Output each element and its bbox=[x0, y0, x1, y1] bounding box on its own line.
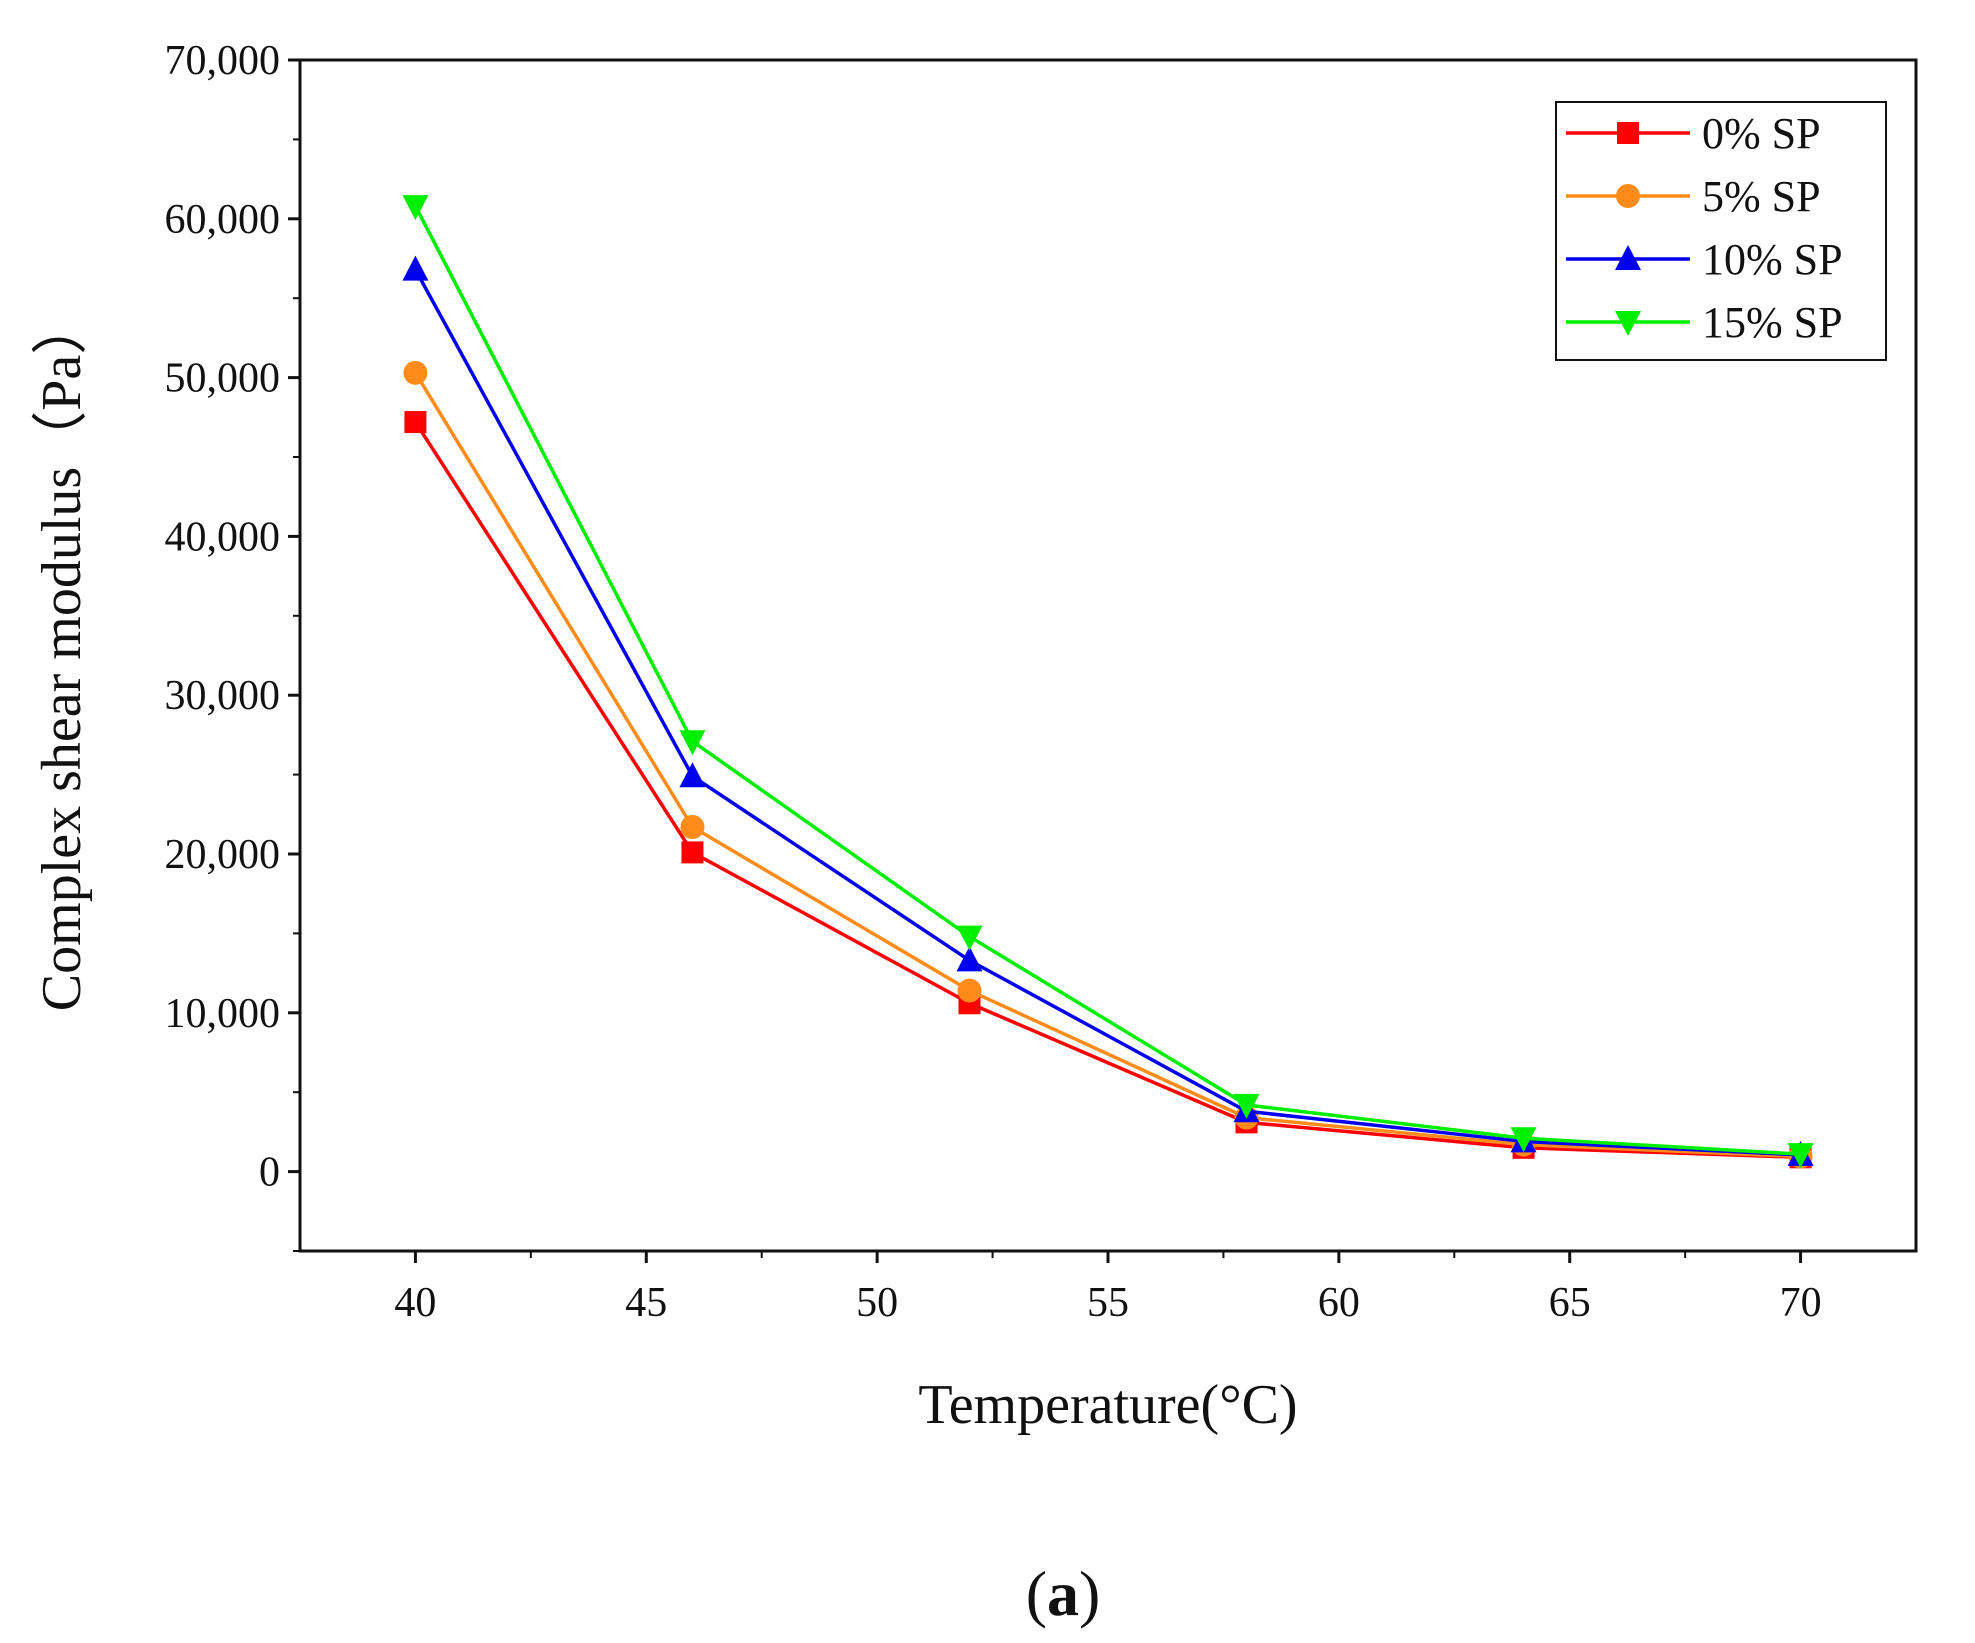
legend-label: 0% SP bbox=[1702, 109, 1821, 158]
data-point bbox=[1787, 1143, 1814, 1169]
legend-marker bbox=[1615, 245, 1641, 270]
data-point bbox=[679, 730, 706, 756]
legend-label: 15% SP bbox=[1702, 298, 1843, 347]
data-point bbox=[404, 411, 427, 434]
legend-marker bbox=[1616, 184, 1640, 208]
x-tick-label: 55 bbox=[1087, 1280, 1129, 1326]
legend-item: 0% SP bbox=[1566, 109, 1821, 158]
legend-marker bbox=[1615, 311, 1641, 336]
x-axis-title: Temperature(°C) bbox=[918, 1374, 1297, 1436]
series-10-sp bbox=[402, 255, 1814, 1166]
y-tick-label: 40,000 bbox=[165, 514, 281, 560]
x-tick-label: 65 bbox=[1549, 1280, 1591, 1326]
x-tick-label: 50 bbox=[856, 1280, 898, 1326]
x-axis: 40 45 50 55 60 65 70 bbox=[394, 1251, 1822, 1326]
legend-item: 15% SP bbox=[1566, 298, 1843, 347]
panel-label: (a) bbox=[1026, 1558, 1101, 1629]
legend-box bbox=[1555, 101, 1887, 361]
y-tick-label: 0 bbox=[259, 1150, 280, 1196]
data-point bbox=[403, 360, 428, 385]
series-5-sp bbox=[403, 360, 1813, 1169]
y-tick-label: 30,000 bbox=[165, 673, 281, 719]
legend-label: 5% SP bbox=[1702, 172, 1821, 221]
y-axis-title: Complex shear modulus（Pa） bbox=[31, 299, 93, 1011]
y-tick-label: 20,000 bbox=[165, 832, 281, 878]
data-point bbox=[680, 815, 705, 840]
legend: 0% SP 5% SP 10% SP 15% SP bbox=[1555, 101, 1887, 361]
series-line bbox=[413, 421, 1801, 1160]
legend-marker bbox=[1617, 122, 1639, 144]
y-tick-label: 60,000 bbox=[165, 197, 281, 243]
x-tick-label: 60 bbox=[1318, 1280, 1360, 1326]
data-point bbox=[679, 762, 706, 788]
x-tick-label: 45 bbox=[625, 1280, 667, 1326]
data-point bbox=[681, 841, 704, 864]
legend-item: 5% SP bbox=[1566, 172, 1821, 221]
series-line bbox=[413, 268, 1801, 1157]
data-point bbox=[956, 946, 983, 972]
series-layer bbox=[402, 195, 1814, 1169]
data-point bbox=[1233, 1093, 1260, 1119]
legend-label: 10% SP bbox=[1702, 235, 1843, 284]
x-tick-label: 40 bbox=[394, 1280, 436, 1326]
series-15-sp bbox=[402, 195, 1814, 1169]
x-tick-label: 70 bbox=[1780, 1280, 1822, 1326]
legend-item: 10% SP bbox=[1566, 235, 1843, 284]
data-point bbox=[1510, 1127, 1537, 1153]
data-point bbox=[402, 255, 429, 281]
series-line bbox=[413, 371, 1801, 1159]
data-point bbox=[402, 195, 429, 221]
data-point bbox=[956, 925, 983, 951]
y-tick-label: 70,000 bbox=[165, 38, 281, 84]
data-point bbox=[957, 978, 982, 1003]
y-axis: 0 10,000 20,000 30,000 40,000 50,000 60,000 70,… bbox=[165, 38, 300, 1252]
y-tick-label: 10,000 bbox=[165, 991, 281, 1037]
series-line bbox=[413, 205, 1801, 1156]
y-tick-label: 50,000 bbox=[165, 356, 281, 402]
